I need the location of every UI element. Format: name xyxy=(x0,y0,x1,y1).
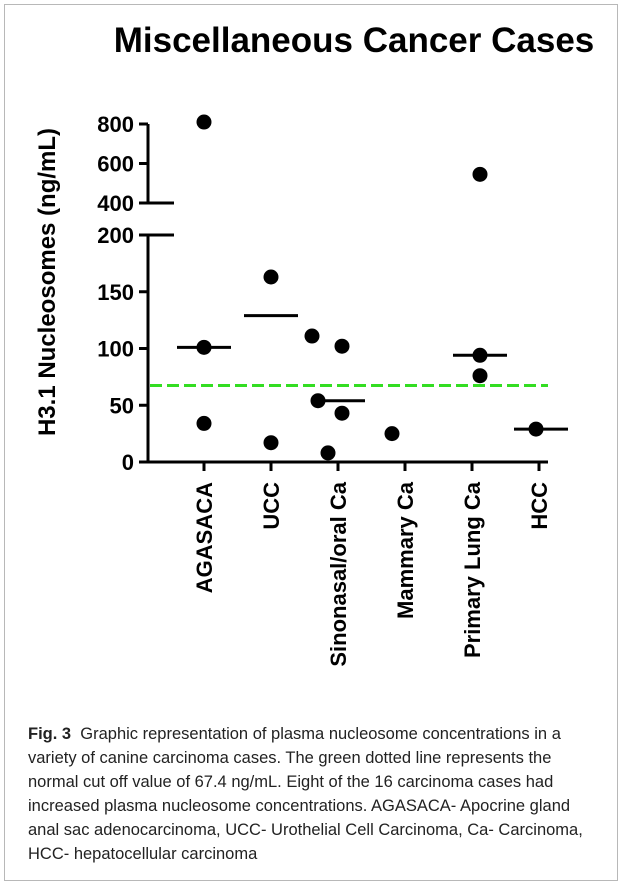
y-tick-label: 50 xyxy=(110,393,134,418)
figure-caption: Fig. 3 Graphic representation of plasma … xyxy=(28,722,600,866)
scatter-chart: Miscellaneous Cancer Cases H3.1 Nucleoso… xyxy=(34,21,595,667)
data-point xyxy=(384,426,400,442)
data-point xyxy=(472,368,488,384)
data-point xyxy=(472,166,488,182)
data-point xyxy=(304,328,320,344)
x-tick-label: HCC xyxy=(527,482,552,530)
y-tick-label: 600 xyxy=(97,152,134,177)
figure-frame xyxy=(4,4,618,881)
chart-title: Miscellaneous Cancer Cases xyxy=(114,21,595,60)
y-axis-label: H3.1 Nucleosomes (ng/mL) xyxy=(34,128,61,436)
caption-label: Fig. 3 xyxy=(28,725,72,743)
data-point xyxy=(263,269,279,285)
x-tick-label: AGASACA xyxy=(192,482,217,593)
x-tick-label: Mammary Ca xyxy=(393,481,418,619)
data-point xyxy=(334,338,350,354)
data-point xyxy=(196,415,212,431)
x-tick-label: Primary Lung Ca xyxy=(460,481,485,658)
data-point xyxy=(320,445,336,461)
x-tick-label: UCC xyxy=(259,482,284,530)
y-tick-label: 100 xyxy=(97,337,134,362)
data-point xyxy=(263,435,279,451)
caption-text: Graphic representation of plasma nucleos… xyxy=(28,725,583,863)
data-point xyxy=(196,114,212,130)
data-point xyxy=(334,405,350,421)
y-tick-label: 200 xyxy=(97,223,134,248)
y-tick-label: 800 xyxy=(97,112,134,137)
y-tick-label: 150 xyxy=(97,280,134,305)
x-tick-label: Sinonasal/oral Ca xyxy=(326,481,351,666)
y-tick-label: 0 xyxy=(122,450,134,475)
y-tick-label: 400 xyxy=(97,191,134,216)
